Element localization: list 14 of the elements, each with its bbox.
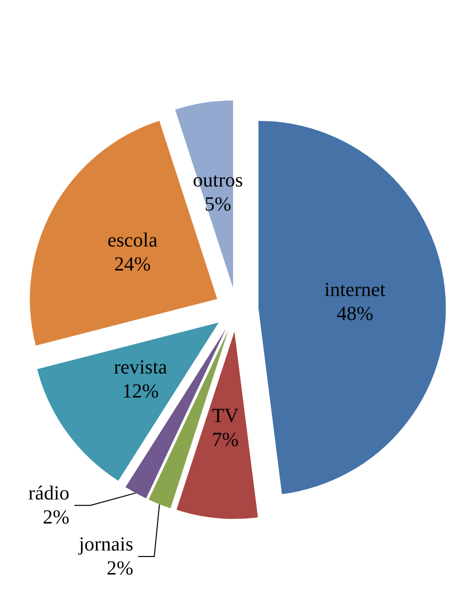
data-label: 2% <box>42 506 70 528</box>
slice-label: outros <box>192 169 244 192</box>
slice-label: internet <box>324 279 386 302</box>
slice-label: revista <box>114 356 168 378</box>
data-label: 5% <box>204 193 232 216</box>
slice-label: rádio <box>28 482 70 504</box>
data-label: 7% <box>212 428 239 451</box>
data-label: 2% <box>106 558 134 580</box>
data-label: 12% <box>122 380 159 402</box>
slice-label: escola <box>108 229 158 252</box>
slice-label: jornais <box>78 534 134 556</box>
data-label: 48% <box>336 303 374 326</box>
slice-label: TV <box>212 404 240 427</box>
data-label: 24% <box>114 253 151 276</box>
